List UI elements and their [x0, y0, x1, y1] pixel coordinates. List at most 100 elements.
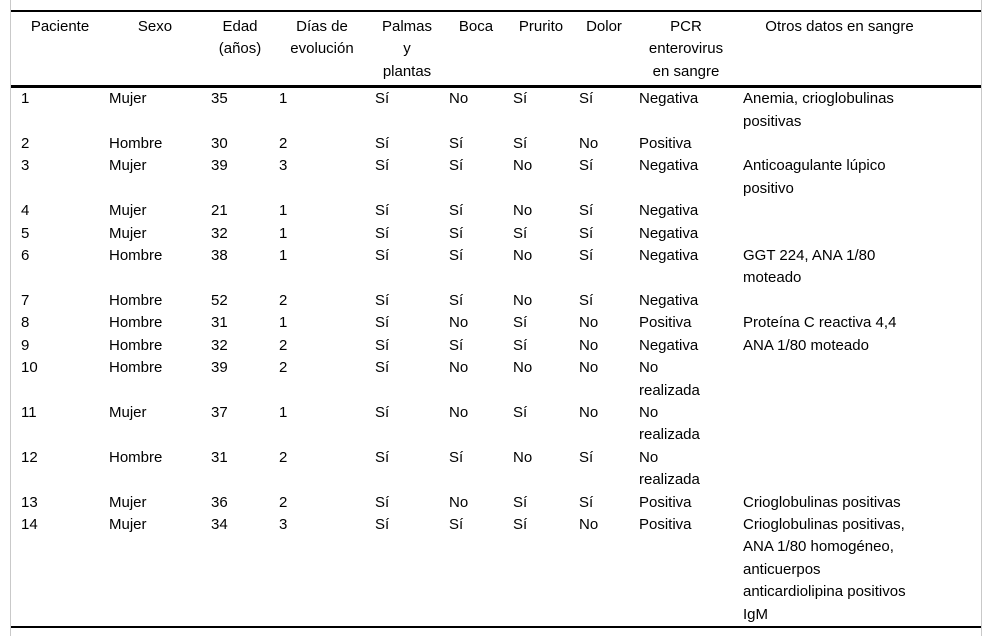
cell-paciente: 10 [21, 359, 38, 377]
cell-sexo: Hombre [109, 291, 163, 309]
table-header: Paciente Sexo Edad (años) Días de evoluc… [11, 11, 981, 89]
cell-sexo: Mujer [109, 493, 147, 511]
cell-sexo: Hombre [109, 359, 163, 377]
cell-boca: No [449, 314, 469, 332]
cell-palmas-plantas: Sí [375, 247, 390, 265]
cell-otros-datos [733, 290, 981, 312]
cell-dolor: Sí [579, 157, 594, 175]
column-header-palmas-plantas: Palmas y plantas [365, 11, 439, 89]
cell-edad: 38 [211, 247, 228, 265]
table-row: 1 Mujer 35 1 Sí No Sí Sí Negativa Anemia… [11, 87, 981, 133]
cell-sexo: Mujer [109, 202, 147, 220]
cell-otros-datos: Proteína C reactiva 4,4 [743, 314, 897, 332]
cell-dolor: Sí [579, 247, 594, 265]
cell-dias-evolucion: 1 [279, 247, 288, 265]
column-header-sexo: Sexo [99, 11, 201, 89]
cell-otros-datos: GGT 224, ANA 1/80 moteado [743, 247, 876, 287]
cell-prurito: No [513, 291, 533, 309]
cell-paciente: 14 [21, 515, 38, 533]
column-header-edad: Edad (años) [201, 11, 269, 89]
cell-pcr-enterovirus: Negativa [639, 157, 699, 175]
cell-boca: Sí [449, 157, 464, 175]
cell-dias-evolucion: 1 [279, 90, 288, 108]
cell-paciente: 9 [21, 336, 30, 354]
cell-edad: 31 [211, 448, 228, 466]
table-row: 4 Mujer 21 1 Sí Sí No Sí Negativa [11, 200, 981, 222]
cell-edad: 52 [211, 291, 228, 309]
header-row: Paciente Sexo Edad (años) Días de evoluc… [11, 11, 981, 89]
cell-prurito: Sí [513, 515, 528, 533]
cell-edad: 39 [211, 157, 228, 175]
cell-paciente: 11 [21, 403, 37, 421]
table-row: 2 Hombre 30 2 Sí Sí Sí No Positiva [11, 133, 981, 155]
table-row: 6 Hombre 38 1 Sí Sí No Sí Negativa GGT 2… [11, 245, 981, 290]
cell-dolor: No [579, 515, 599, 533]
table-row: 10 Hombre 39 2 Sí No No No No realizada [11, 357, 981, 402]
cell-prurito: Sí [513, 403, 528, 421]
cell-sexo: Mujer [109, 157, 147, 175]
table-body: 1 Mujer 35 1 Sí No Sí Sí Negativa Anemia… [11, 87, 981, 627]
cell-palmas-plantas: Sí [375, 224, 390, 242]
cell-boca: Sí [449, 515, 464, 533]
cell-dias-evolucion: 1 [279, 403, 288, 421]
cell-edad: 39 [211, 359, 228, 377]
cell-pcr-enterovirus: Negativa [639, 247, 699, 265]
cell-otros-datos [733, 223, 981, 245]
cell-sexo: Mujer [109, 515, 147, 533]
column-header-boca: Boca [439, 11, 503, 89]
cell-otros-datos: Anemia, crioglobulinas positivas [743, 90, 894, 130]
cell-dolor: No [579, 403, 599, 421]
cell-palmas-plantas: Sí [375, 90, 390, 108]
cell-edad: 35 [211, 90, 228, 108]
cell-prurito: Sí [513, 336, 528, 354]
cell-edad: 31 [211, 314, 228, 332]
cell-edad: 34 [211, 515, 228, 533]
cell-dias-evolucion: 2 [279, 493, 288, 511]
cell-dias-evolucion: 1 [279, 224, 288, 242]
cell-pcr-enterovirus: No realizada [639, 403, 700, 444]
table-row: 9 Hombre 32 2 Sí Sí Sí No Negativa ANA 1… [11, 335, 981, 357]
cell-boca: Sí [449, 336, 464, 354]
cell-prurito: Sí [513, 314, 528, 332]
cell-otros-datos: ANA 1/80 moteado [743, 336, 869, 354]
cell-otros-datos [733, 357, 981, 402]
cell-edad: 32 [211, 336, 228, 354]
cell-pcr-enterovirus: No realizada [639, 448, 700, 489]
cell-prurito: Sí [513, 90, 528, 108]
cell-palmas-plantas: Sí [375, 493, 390, 511]
cell-prurito: No [513, 202, 533, 220]
cell-edad: 30 [211, 135, 228, 153]
cell-boca: Sí [449, 224, 464, 242]
cell-otros-datos [733, 133, 981, 155]
table-row: 5 Mujer 32 1 Sí Sí Sí Sí Negativa [11, 223, 981, 245]
cell-pcr-enterovirus: Negativa [639, 90, 699, 108]
cell-palmas-plantas: Sí [375, 403, 390, 421]
cell-prurito: Sí [513, 135, 528, 153]
cell-palmas-plantas: Sí [375, 157, 390, 175]
cell-prurito: Sí [513, 493, 528, 511]
cell-sexo: Mujer [109, 90, 147, 108]
table-row: 14 Mujer 34 3 Sí Sí Sí No Positiva Criog… [11, 514, 981, 627]
cell-palmas-plantas: Sí [375, 336, 390, 354]
column-header-paciente: Paciente [11, 11, 99, 89]
cell-pcr-enterovirus: Positiva [639, 493, 692, 511]
cell-prurito: No [513, 157, 533, 175]
table-row: 3 Mujer 39 3 Sí Sí No Sí Negativa Antico… [11, 155, 981, 200]
cell-boca: Sí [449, 247, 464, 265]
table-row: 12 Hombre 31 2 Sí Sí No Sí No realizada [11, 447, 981, 492]
cell-dias-evolucion: 2 [279, 336, 288, 354]
cell-prurito: Sí [513, 224, 528, 242]
cell-pcr-enterovirus: Positiva [639, 314, 692, 332]
table-row: 7 Hombre 52 2 Sí Sí No Sí Negativa [11, 290, 981, 312]
cell-prurito: No [513, 359, 533, 377]
column-header-dias-evolucion: Días de evolución [269, 11, 365, 89]
cell-dolor: Sí [579, 493, 594, 511]
cell-dolor: No [579, 359, 599, 377]
cell-sexo: Hombre [109, 448, 163, 466]
cell-dias-evolucion: 3 [279, 157, 288, 175]
cell-pcr-enterovirus: Negativa [639, 224, 699, 242]
cell-dias-evolucion: 1 [279, 314, 288, 332]
cell-paciente: 7 [21, 291, 30, 309]
cell-pcr-enterovirus: Negativa [639, 291, 699, 309]
cell-dias-evolucion: 2 [279, 359, 288, 377]
